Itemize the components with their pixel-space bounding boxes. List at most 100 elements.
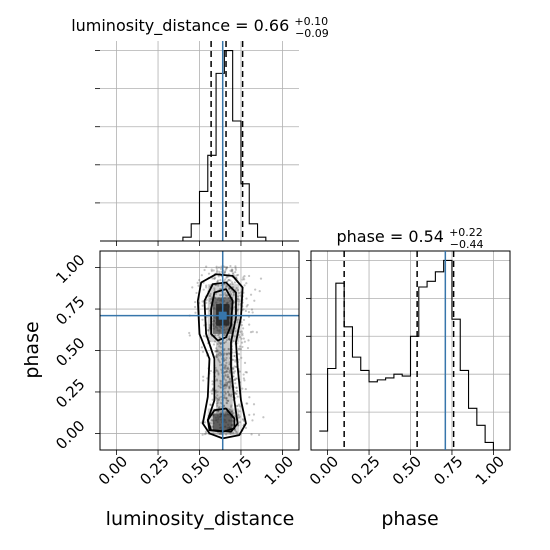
- scatter-point: [223, 270, 227, 274]
- scatter-point: [219, 351, 222, 355]
- scatter-point: [226, 375, 229, 379]
- scatter-point: [231, 366, 234, 369]
- scatter-point: [217, 399, 220, 402]
- scatter-point: [219, 391, 223, 394]
- scatter-point: [235, 287, 238, 290]
- phase-x-tick-label: 0.25: [347, 452, 383, 488]
- scatter-point: [244, 426, 248, 430]
- scatter-point: [202, 288, 205, 291]
- scatter-point: [204, 430, 208, 433]
- scatter-point: [225, 364, 228, 367]
- scatter-point: [209, 422, 212, 425]
- scatter-point: [213, 289, 216, 292]
- scatter-point: [213, 287, 216, 290]
- scatter-point: [217, 341, 220, 344]
- phase-vs-luminosity-distance-panel: 0.000.000.250.250.500.500.750.751.001.00: [52, 250, 300, 489]
- scatter-point: [205, 284, 208, 287]
- scatter-point: [220, 395, 223, 398]
- scatter-point: [235, 274, 239, 277]
- scatter-point: [225, 266, 228, 269]
- scatter-point: [257, 433, 261, 437]
- scatter-point: [216, 349, 219, 352]
- luminosity-distance-x-tick-label: 0.25: [136, 452, 172, 488]
- x-axis-label-luminosity-distance: luminosity_distance: [106, 508, 295, 530]
- scatter-point: [231, 351, 234, 354]
- scatter-point: [212, 269, 215, 272]
- scatter-point: [245, 371, 248, 374]
- scatter-point: [239, 330, 242, 334]
- scatter-point: [218, 398, 221, 401]
- scatter-point: [247, 339, 250, 342]
- scatter-point: [224, 278, 227, 281]
- phase-x-tick-label: 0.50: [389, 452, 425, 488]
- title-minus-error: −0.44: [450, 238, 484, 251]
- scatter-point: [233, 370, 237, 373]
- contour-middle: [203, 281, 239, 433]
- scatter-point: [219, 364, 222, 367]
- scatter-point: [215, 397, 218, 400]
- scatter-point: [218, 432, 221, 436]
- scatter-point: [223, 283, 226, 286]
- phase-histogram-panel: 0.00 0.25 0.50 0.75 1.00: [306, 250, 511, 489]
- scatter-point: [237, 403, 241, 406]
- scatter-point: [239, 294, 242, 297]
- luminosity-distance-x-tick-label: 0.50: [178, 452, 214, 488]
- scatter-point: [240, 324, 244, 327]
- scatter-point: [223, 265, 226, 268]
- scatter-point: [215, 271, 218, 274]
- scatter-point: [228, 386, 231, 389]
- scatter-point: [226, 381, 229, 385]
- scatter-point: [232, 411, 235, 415]
- scatter-point: [225, 352, 228, 355]
- scatter-point: [238, 298, 241, 301]
- scatter-point: [228, 352, 231, 356]
- scatter-point: [215, 368, 218, 371]
- scatter-point: [225, 367, 229, 370]
- scatter-point: [224, 374, 227, 377]
- scatter-point: [238, 336, 241, 339]
- scatter-point: [210, 419, 213, 422]
- scatter-point: [206, 329, 210, 332]
- title-minus-error: −0.09: [295, 27, 329, 40]
- scatter-point: [242, 318, 246, 322]
- scatter-point: [217, 266, 221, 269]
- scatter-point: [225, 399, 228, 402]
- scatter-point: [235, 431, 239, 434]
- scatter-point: [244, 387, 247, 391]
- scatter-point: [211, 383, 214, 386]
- scatter-point: [201, 304, 204, 307]
- scatter-point: [230, 281, 234, 284]
- scatter-point: [210, 389, 213, 392]
- scatter-point: [216, 400, 219, 403]
- scatter-point: [202, 379, 205, 382]
- scatter-point: [233, 378, 236, 381]
- luminosity-distance-x-tick-label: 0.75: [219, 452, 255, 488]
- scatter-point: [224, 269, 227, 272]
- scatter-point: [224, 381, 227, 384]
- phase-histogram-step: [319, 259, 502, 451]
- scatter-point: [201, 350, 205, 353]
- scatter-point: [225, 295, 229, 298]
- scatter-point: [215, 347, 218, 350]
- scatter-point: [237, 333, 241, 337]
- scatter-point: [234, 358, 237, 362]
- phase-x-tick-label: 1.00: [472, 452, 508, 488]
- scatter-point: [226, 383, 229, 387]
- scatter-point: [242, 337, 245, 340]
- scatter-point: [215, 265, 218, 268]
- scatter-point: [218, 270, 221, 273]
- scatter-point: [238, 421, 242, 424]
- scatter-point: [243, 361, 247, 364]
- scatter-point: [229, 269, 232, 272]
- scatter-point: [228, 378, 231, 381]
- scatter-point: [223, 397, 226, 400]
- scatter-point: [250, 433, 253, 436]
- scatter-point: [258, 290, 261, 293]
- scatter-point: [234, 266, 237, 270]
- scatter-point: [219, 293, 222, 297]
- scatter-point: [225, 369, 228, 373]
- scatter-point: [233, 378, 237, 381]
- scatter-point: [223, 366, 227, 369]
- scatter-point: [208, 294, 211, 297]
- scatter-point: [248, 396, 251, 399]
